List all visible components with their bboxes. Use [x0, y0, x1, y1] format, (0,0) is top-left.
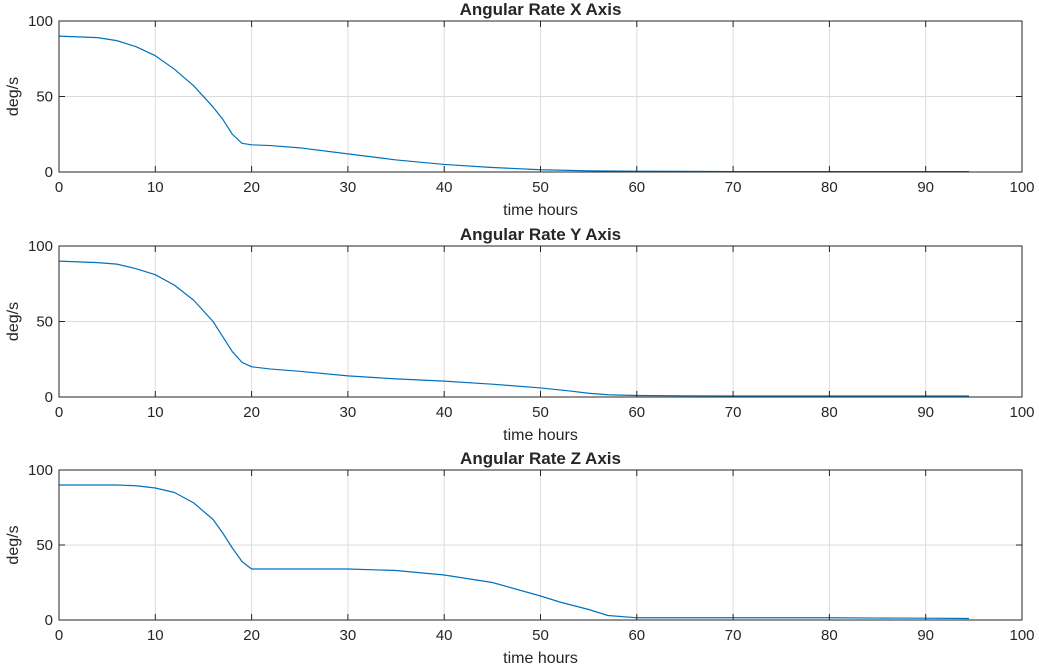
x-tick-label: 0 [55, 404, 63, 421]
chart-title: Angular Rate Y Axis [460, 225, 621, 244]
x-tick-label: 10 [147, 627, 164, 644]
y-tick-label: 0 [45, 164, 53, 181]
x-tick-label: 40 [436, 404, 453, 421]
x-tick-label: 60 [628, 404, 645, 421]
subplot-1: 0 10 20 30 40 50 60 70 80 90 100 0 50 100 Angular Rate… [5, 0, 1035, 219]
x-tick-label: 20 [243, 404, 260, 421]
x-axis-label: time hours [503, 650, 578, 665]
y-tick-label: 0 [45, 389, 53, 406]
x-axis-label: time hours [503, 202, 578, 219]
x-tick-label: 70 [725, 627, 742, 644]
x-tick-label: 70 [725, 179, 742, 196]
chart-title: Angular Rate X Axis [460, 0, 622, 19]
x-tick-label: 10 [147, 404, 164, 421]
y-tick-label: 100 [28, 238, 53, 255]
x-tick-label: 50 [532, 179, 549, 196]
chart-title: Angular Rate Z Axis [460, 449, 621, 468]
x-tick-label: 50 [532, 627, 549, 644]
y-axis-label: deg/s [5, 525, 22, 564]
x-tick-label: 80 [821, 404, 838, 421]
y-tick-label: 50 [36, 314, 53, 331]
x-tick-label: 30 [340, 179, 357, 196]
y-tick-label: 100 [28, 13, 53, 30]
x-tick-label: 20 [243, 627, 260, 644]
x-tick-label: 90 [917, 404, 934, 421]
x-tick-label: 100 [1009, 627, 1034, 644]
x-tick-label: 90 [917, 627, 934, 644]
x-tick-label: 80 [821, 179, 838, 196]
y-axis-label: deg/s [5, 77, 22, 116]
subplot-2: 0 10 20 30 40 50 60 70 80 90 100 0 50 100 Angular Rate… [5, 225, 1035, 444]
x-tick-label: 50 [532, 404, 549, 421]
x-tick-label: 30 [340, 627, 357, 644]
y-tick-label: 100 [28, 462, 53, 479]
x-tick-label: 70 [725, 404, 742, 421]
x-tick-label: 100 [1009, 404, 1034, 421]
x-tick-label: 30 [340, 404, 357, 421]
x-tick-label: 20 [243, 179, 260, 196]
x-tick-label: 90 [917, 179, 934, 196]
y-tick-label: 0 [45, 612, 53, 629]
y-tick-label: 50 [36, 537, 53, 554]
x-axis-label: time hours [503, 427, 578, 444]
y-tick-label: 50 [36, 89, 53, 106]
subplot-3: 0 10 20 30 40 50 60 70 80 90 100 0 50 100 Angular Rate… [5, 449, 1035, 665]
x-tick-label: 40 [436, 627, 453, 644]
x-tick-label: 0 [55, 179, 63, 196]
x-tick-label: 80 [821, 627, 838, 644]
x-tick-label: 0 [55, 627, 63, 644]
y-axis-label: deg/s [5, 302, 22, 341]
x-tick-label: 100 [1009, 179, 1034, 196]
x-tick-label: 60 [628, 627, 645, 644]
x-tick-label: 10 [147, 179, 164, 196]
x-tick-label: 40 [436, 179, 453, 196]
x-tick-label: 60 [628, 179, 645, 196]
